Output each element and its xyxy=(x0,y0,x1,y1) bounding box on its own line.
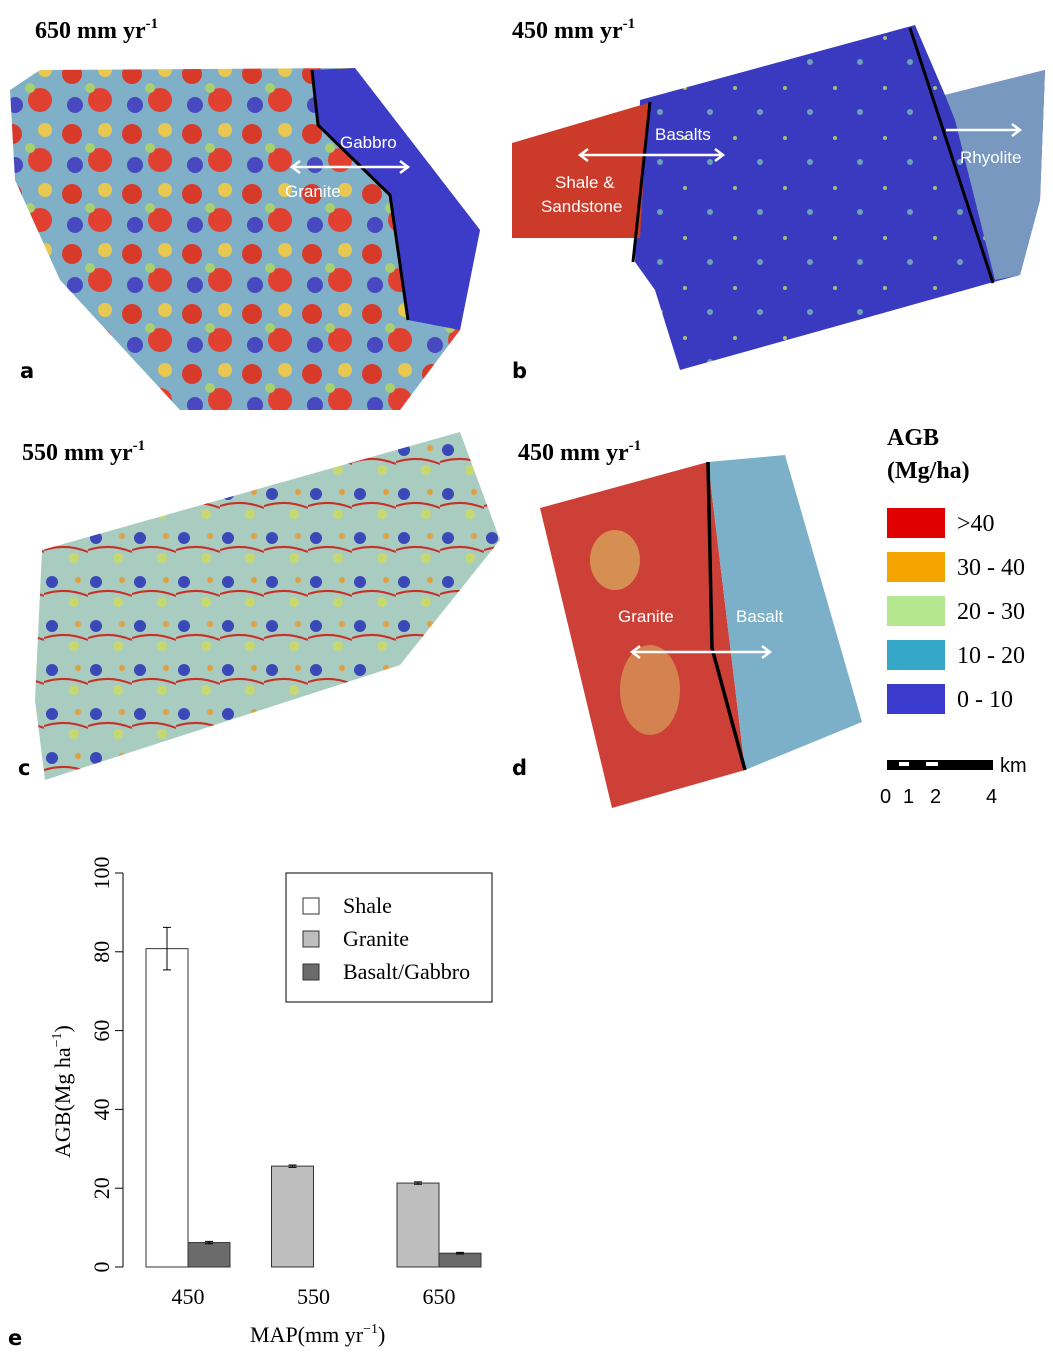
title-sup: -1 xyxy=(623,16,636,32)
title-part: ) xyxy=(378,1322,385,1347)
legend-label: Basalt/Gabbro xyxy=(343,959,470,984)
legend-label: Shale xyxy=(343,893,392,918)
x-axis-title: MAP(mm yr−1) xyxy=(250,1322,385,1347)
legend-label: >40 xyxy=(957,511,995,537)
scale-bar-gap xyxy=(899,762,909,766)
title-sup: -1 xyxy=(629,438,642,454)
y-tick-label: 100 xyxy=(89,857,114,890)
title-text: 450 mm yr xyxy=(512,18,623,44)
legend-swatch xyxy=(887,508,945,538)
legend-swatch xyxy=(887,596,945,626)
x-tick-label: 450 xyxy=(172,1284,205,1309)
title-text: 450 mm yr xyxy=(518,440,629,466)
legend-swatch xyxy=(303,931,319,947)
scale-tick: 1 xyxy=(903,786,914,808)
panel-title: 450 mm yr-1 xyxy=(512,16,635,44)
legend-swatch xyxy=(303,964,319,980)
legend-title: AGB xyxy=(887,425,939,451)
map-label: Granite xyxy=(285,182,341,201)
legend-swatch xyxy=(303,898,319,914)
x-tick-label: 650 xyxy=(423,1284,456,1309)
legend-label: Granite xyxy=(343,926,409,951)
y-tick-label: 40 xyxy=(89,1098,114,1120)
y-axis-title: AGB(Mg ha−1) xyxy=(50,1025,75,1158)
legend-title: (Mg/ha) xyxy=(887,458,970,484)
legend-swatch xyxy=(887,640,945,670)
x-tick-label: 550 xyxy=(297,1284,330,1309)
y-tick-label: 80 xyxy=(89,941,114,963)
legend-label: 20 - 30 xyxy=(957,599,1025,625)
y-tick-label: 0 xyxy=(89,1262,114,1273)
title-sup: −1 xyxy=(50,1032,65,1047)
scale-tick: 0 xyxy=(880,786,891,808)
map xyxy=(35,432,500,780)
legend-swatch xyxy=(887,552,945,582)
legend-swatch xyxy=(887,684,945,714)
legend-label: 10 - 20 xyxy=(957,643,1025,669)
map-zone xyxy=(512,103,648,238)
panel-letter: b xyxy=(512,359,527,383)
legend-label: 0 - 10 xyxy=(957,687,1013,713)
bar xyxy=(439,1253,481,1267)
scale-bar-gap xyxy=(926,762,938,766)
title-part: MAP(mm yr xyxy=(250,1322,364,1347)
title-sup: -1 xyxy=(146,16,159,32)
legend-label: 30 - 40 xyxy=(957,555,1025,581)
title-part: ) xyxy=(50,1025,75,1032)
map-patch xyxy=(590,530,640,590)
map-label: Gabbro xyxy=(340,133,397,152)
figure: 650 mm yr-1 Gabbro Granite a 450 mm yr-1… xyxy=(0,0,1053,1352)
map-label: Shale & xyxy=(555,173,615,192)
scale-tick: 4 xyxy=(986,786,997,808)
title-sup: −1 xyxy=(363,1322,378,1337)
map-patch xyxy=(620,645,680,735)
panel-title: 550 mm yr-1 xyxy=(22,438,145,466)
panel-letter: a xyxy=(20,359,34,383)
scale-tick: 2 xyxy=(930,786,941,808)
bar-chart: 0 20 40 60 80 100 450 550 650 Shale Granite Basalt/… xyxy=(89,857,492,1310)
title-text: 650 mm yr xyxy=(35,18,146,44)
bar xyxy=(397,1183,439,1267)
map-legend: >40 30 - 40 20 - 30 10 - 20 0 - 10 xyxy=(887,508,1025,714)
panel-letter: c xyxy=(18,756,30,780)
panel-title: 450 mm yr-1 xyxy=(518,438,641,466)
bar xyxy=(272,1166,314,1267)
map-label: Granite xyxy=(618,607,674,626)
scale-unit: km xyxy=(1000,755,1027,777)
map-label: Sandstone xyxy=(541,197,622,216)
map-label: Basalt xyxy=(736,607,784,626)
title-part: AGB(Mg ha xyxy=(50,1047,75,1158)
panel-letter: e xyxy=(8,1326,22,1350)
map-label: Basalts xyxy=(655,125,711,144)
y-tick-label: 20 xyxy=(89,1177,114,1199)
bar xyxy=(188,1243,230,1267)
y-tick-label: 60 xyxy=(89,1020,114,1042)
title-text: 550 mm yr xyxy=(22,440,133,466)
panel-title: 650 mm yr-1 xyxy=(35,16,158,44)
panel-letter: d xyxy=(512,756,527,780)
bar xyxy=(146,949,188,1267)
map-label: Rhyolite xyxy=(960,148,1021,167)
title-sup: -1 xyxy=(133,438,146,454)
